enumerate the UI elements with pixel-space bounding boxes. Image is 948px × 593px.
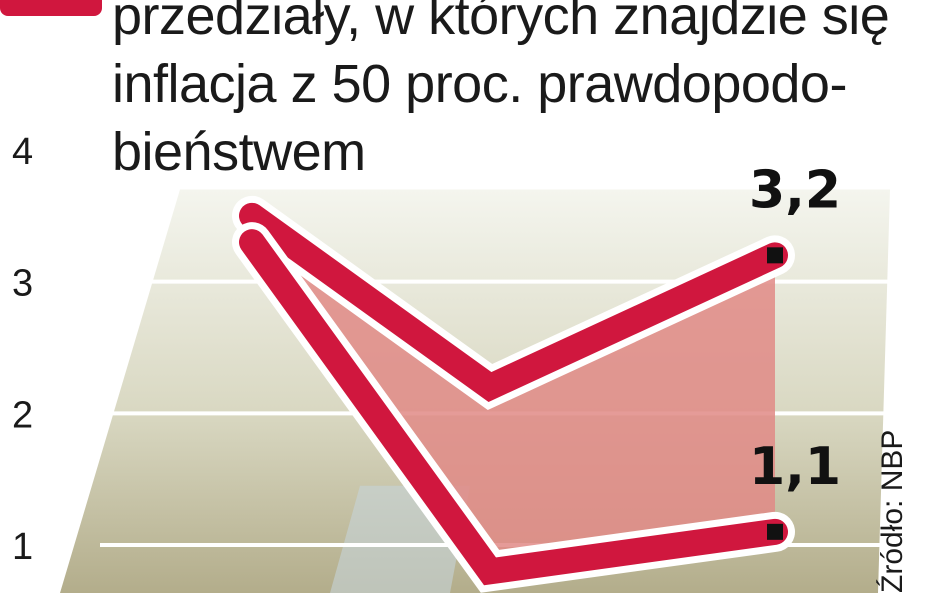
y-tick-3: 3: [12, 263, 33, 305]
legend-text: przedziały, w których znajdzie się infla…: [112, 0, 932, 186]
end-marker-upper: [767, 247, 783, 264]
series-lines: [232, 195, 795, 593]
series-upper-line: [239, 202, 788, 402]
legend-swatch: [0, 0, 102, 16]
legend-line-1: przedziały, w których znajdzie się: [112, 0, 890, 46]
y-tick-4: 4: [12, 131, 33, 173]
series-lower-line: [239, 229, 788, 586]
legend-line-2: inflacja z 50 proc. prawdopodo-: [112, 54, 847, 114]
y-axis-ticks: 1 2 3 4: [12, 131, 33, 568]
y-tick-1: 1: [12, 526, 33, 568]
end-marker-lower: [767, 523, 783, 540]
source-label: Źródło: NBP: [876, 429, 909, 593]
data-label-lower: 1,1: [749, 437, 841, 497]
data-labels: 3,2 1,1: [749, 160, 841, 497]
data-label-upper: 3,2: [749, 160, 841, 220]
legend-line-3: bieństwem: [112, 122, 366, 182]
y-tick-2: 2: [12, 394, 33, 436]
end-markers: [767, 247, 783, 540]
